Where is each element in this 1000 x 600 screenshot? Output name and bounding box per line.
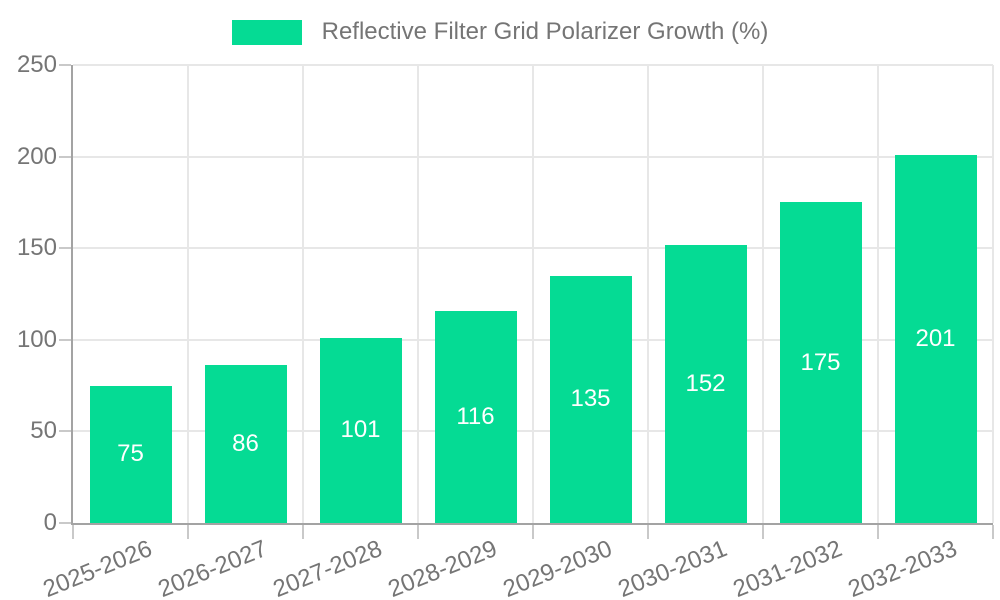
x-tick: [302, 525, 304, 539]
x-axis-label: 2029-2030: [499, 535, 616, 600]
v-gridline: [302, 65, 304, 523]
x-axis-label: 2027-2028: [269, 535, 386, 600]
bar-value-label: 116: [456, 402, 495, 430]
bar: [779, 202, 862, 523]
v-gridline: [762, 65, 764, 523]
x-axis-label: 2026-2027: [154, 535, 271, 600]
x-axis-label: 2025-2026: [39, 535, 156, 600]
bar: [319, 337, 402, 523]
x-tick: [877, 525, 879, 539]
v-gridline: [992, 65, 994, 523]
y-axis-label: 0: [43, 509, 57, 536]
x-tick: [992, 525, 994, 539]
plot-area: 0 50 100 150 200 250 75 86 101 116 135 152 175 201 202…: [17, 51, 994, 600]
v-gridline: [417, 65, 419, 523]
y-axis-label: 150: [16, 234, 57, 262]
chart-legend: Reflective Filter Grid Polarizer Growth …: [0, 18, 1000, 46]
bar: [894, 154, 977, 523]
y-tick: [59, 338, 71, 341]
y-tick: [59, 247, 71, 250]
bar: [204, 365, 287, 523]
bar-value-label: 175: [800, 348, 841, 376]
y-tick: [59, 522, 71, 524]
bar: [89, 385, 172, 523]
x-axis-label: 2030-2031: [614, 535, 731, 600]
y-tick: [59, 430, 71, 433]
bar-value-label: 75: [117, 440, 144, 468]
y-tick: [59, 155, 71, 158]
x-tick: [187, 525, 189, 539]
bar-value-label: 86: [232, 430, 259, 458]
legend-label: Reflective Filter Grid Polarizer Growth …: [321, 18, 769, 45]
y-axis-label: 250: [16, 51, 57, 78]
y-axis-label: 50: [30, 417, 57, 445]
y-axis-label: 100: [16, 325, 57, 353]
x-tick: [532, 525, 534, 539]
v-gridline: [647, 65, 649, 523]
bar-value-label: 101: [340, 416, 381, 444]
v-gridline: [877, 65, 879, 523]
y-axis-line: [71, 65, 73, 523]
bar: [664, 244, 747, 523]
bar-value-label: 201: [915, 324, 956, 352]
x-tick: [647, 525, 649, 539]
bar: [549, 275, 632, 523]
bar: [434, 310, 517, 523]
y-tick: [59, 64, 71, 66]
x-axis-label: 2032-2033: [844, 535, 961, 600]
v-gridline: [532, 65, 534, 523]
legend-swatch: [231, 19, 302, 45]
x-axis-label: 2028-2029: [384, 535, 501, 600]
x-tick: [72, 525, 74, 539]
bar-value-label: 135: [570, 385, 611, 413]
x-tick: [762, 525, 764, 539]
v-gridline: [187, 65, 189, 523]
x-axis-line: [71, 523, 993, 525]
x-axis-label: 2031-2032: [729, 535, 846, 600]
x-tick: [417, 525, 419, 539]
bar-value-label: 152: [685, 369, 726, 397]
y-axis-label: 200: [16, 142, 57, 170]
